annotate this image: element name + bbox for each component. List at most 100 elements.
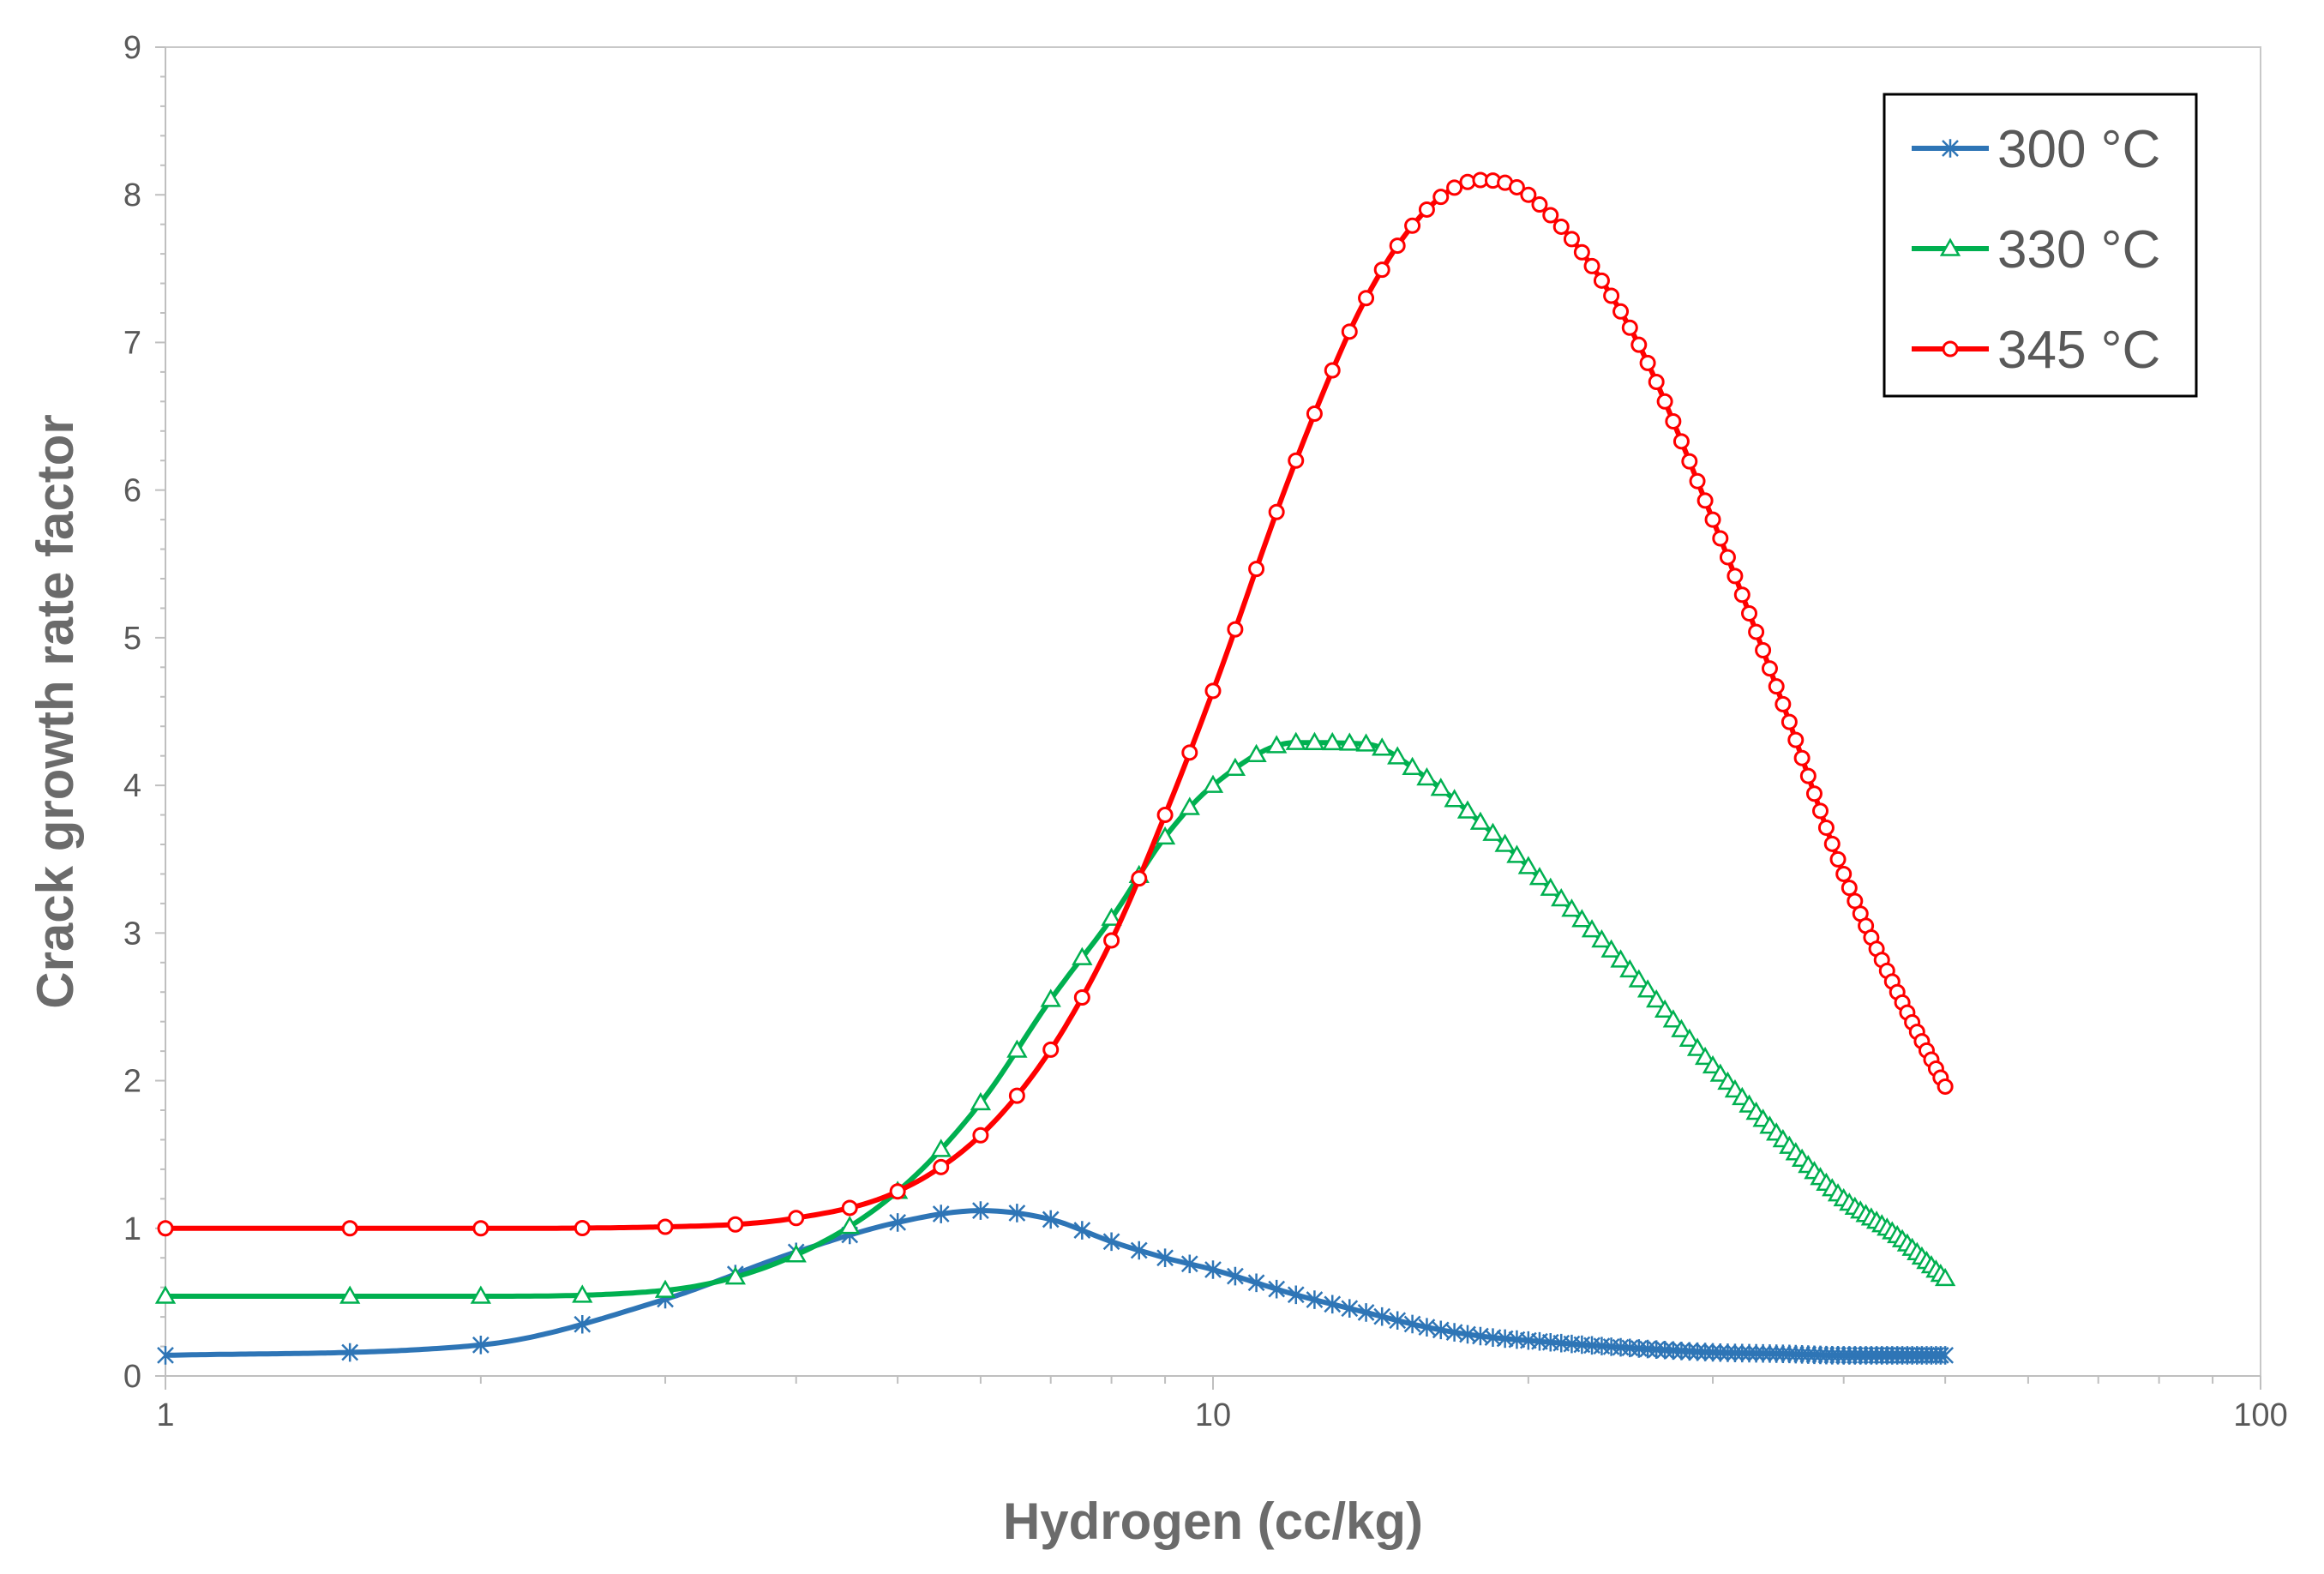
marker-triangle — [1678, 1028, 1700, 1047]
marker-triangle — [1671, 1018, 1692, 1037]
marker-circle — [1103, 932, 1120, 949]
marker-circle — [1787, 731, 1805, 748]
marker-circle — [1937, 1078, 1954, 1095]
marker-circle — [1942, 340, 1959, 357]
marker-circle — [1805, 785, 1823, 802]
marker-circle — [1841, 880, 1858, 897]
marker-circle — [657, 1218, 674, 1235]
marker-asterisk — [972, 1201, 989, 1220]
marker-triangle — [1372, 737, 1393, 756]
marker-circle — [1726, 568, 1744, 585]
x-tick-label: 1 — [156, 1397, 174, 1433]
marker-asterisk — [1389, 1311, 1407, 1331]
marker-asterisk — [1341, 1299, 1359, 1319]
marker-circle — [1520, 186, 1537, 203]
marker-triangle — [1646, 989, 1667, 1008]
marker-triangle — [1304, 731, 1325, 750]
marker-triangle — [1571, 909, 1593, 928]
marker-triangle — [1494, 833, 1516, 852]
marker-triangle — [1444, 789, 1465, 808]
marker-triangle — [1040, 988, 1061, 1007]
marker-circle — [1630, 336, 1648, 353]
marker-circle — [1418, 201, 1435, 218]
marker-triangle — [1619, 958, 1641, 978]
marker-circle — [1508, 178, 1525, 195]
marker-triangle — [1246, 743, 1267, 763]
marker-circle — [1775, 695, 1792, 712]
marker-triangle — [1709, 1063, 1731, 1082]
marker-circle — [889, 1183, 906, 1200]
marker-triangle — [1322, 731, 1343, 751]
marker-circle — [1829, 850, 1847, 868]
y-tick-label: 3 — [123, 916, 141, 952]
series-layer — [154, 171, 1956, 1365]
x-tick-label: 100 — [2233, 1397, 2287, 1433]
marker-triangle — [1456, 800, 1479, 819]
marker-circle — [1268, 503, 1285, 520]
marker-circle — [1696, 492, 1714, 509]
marker-triangle — [154, 1285, 177, 1304]
marker-triangle — [1101, 907, 1122, 926]
marker-circle — [727, 1216, 744, 1233]
marker-asterisk — [157, 1346, 174, 1365]
marker-circle — [1227, 621, 1244, 638]
marker-circle — [1761, 660, 1778, 677]
x-axis: 1 10 100 — [156, 1375, 2288, 1433]
marker-triangle — [1482, 822, 1504, 841]
marker-circle — [1389, 237, 1406, 255]
marker-asterisk — [1102, 1232, 1120, 1252]
marker-circle — [573, 1219, 591, 1236]
y-tick-label: 4 — [123, 768, 141, 804]
marker-circle — [1459, 173, 1476, 190]
marker-triangle — [1469, 811, 1492, 830]
marker-asterisk — [1373, 1307, 1391, 1326]
legend-item-3: 345 °C — [1912, 321, 2160, 380]
marker-triangle — [1686, 1037, 1708, 1056]
marker-circle — [933, 1158, 950, 1175]
marker-circle — [1781, 713, 1798, 730]
marker-circle — [1665, 412, 1682, 430]
y-tick-label: 5 — [123, 621, 141, 657]
marker-circle — [1563, 231, 1580, 248]
marker-circle — [1156, 807, 1174, 824]
marker-asterisk — [1042, 1210, 1060, 1229]
marker-circle — [1603, 287, 1620, 304]
marker-triangle — [572, 1284, 593, 1303]
marker-circle — [1793, 749, 1811, 766]
marker-asterisk — [1432, 1320, 1450, 1340]
marker-triangle — [1387, 746, 1408, 765]
marker-circle — [1131, 870, 1148, 887]
marker-triangle — [1517, 856, 1540, 874]
marker-triangle — [1006, 1039, 1028, 1058]
y-tick-label: 9 — [123, 30, 141, 66]
marker-circle — [1648, 374, 1665, 391]
marker-circle — [1689, 472, 1706, 490]
marker-circle — [1181, 744, 1198, 761]
marker-circle — [1288, 452, 1305, 469]
marker-triangle — [1528, 867, 1551, 886]
marker-circle — [1306, 406, 1323, 423]
series-markers — [157, 171, 1954, 1237]
marker-asterisk — [1204, 1260, 1222, 1279]
legend-item-1: 300 °C — [1912, 120, 2160, 179]
marker-asterisk — [1357, 1303, 1375, 1322]
marker-asterisk — [889, 1213, 907, 1232]
marker-circle — [341, 1220, 358, 1237]
marker-circle — [1324, 362, 1341, 379]
marker-asterisk — [1130, 1241, 1148, 1260]
marker-triangle — [1179, 796, 1200, 815]
marker-triangle — [470, 1285, 492, 1304]
x-tick-label: 10 — [1195, 1397, 1231, 1433]
marker-circle — [472, 1220, 489, 1237]
legend-label: 330 °C — [1997, 220, 2160, 279]
marker-triangle — [1355, 733, 1377, 752]
marker-asterisk — [1073, 1221, 1091, 1240]
marker-triangle — [1202, 774, 1224, 793]
marker-asterisk — [1008, 1204, 1026, 1223]
marker-circle — [1341, 323, 1358, 340]
marker-triangle — [1540, 877, 1561, 896]
x-axis-title: Hydrogen (cc/kg) — [1003, 1493, 1423, 1550]
marker-circle — [1755, 641, 1772, 658]
marker-circle — [841, 1199, 858, 1217]
